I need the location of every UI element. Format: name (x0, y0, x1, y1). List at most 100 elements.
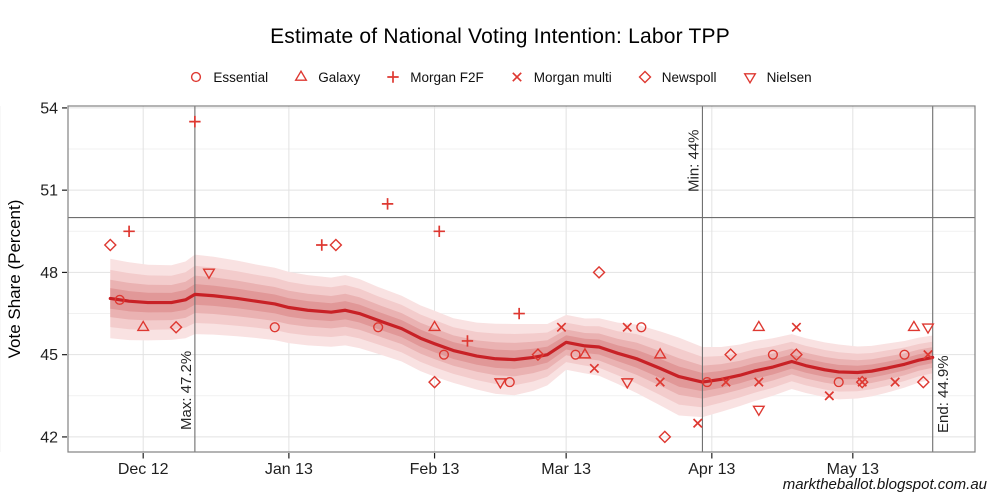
chart-title: Estimate of National Voting Intention: L… (270, 25, 730, 48)
data-point-marker (789, 348, 803, 362)
data-point-marker (461, 335, 474, 347)
legend-label: Nielsen (766, 69, 812, 85)
data-point-marker (191, 71, 202, 83)
data-point-marker (316, 239, 328, 251)
data-point-marker (531, 348, 545, 362)
data-point-marker (114, 294, 125, 305)
legend-label: Newspoll (661, 69, 717, 85)
data-point-marker (511, 72, 522, 82)
x-axis-tick-label: May 13 (827, 461, 880, 478)
data-point-marker (592, 265, 606, 279)
legend-item-morgan-multi: Morgan multi (509, 69, 612, 85)
legend-item-newspoll: Newspoll (637, 69, 717, 85)
data-point-marker (103, 238, 117, 252)
data-point-marker (513, 307, 525, 320)
series-essential (114, 294, 910, 388)
y-axis-tick-label: 51 (40, 183, 58, 200)
data-point-marker (658, 430, 672, 444)
data-point-marker (123, 225, 135, 237)
data-point-marker (438, 349, 450, 360)
data-point-marker (702, 376, 713, 388)
x-axis-tick-label: Mar 13 (541, 461, 591, 478)
data-point-marker (556, 322, 567, 333)
y-axis-tick-label: 42 (40, 429, 58, 446)
data-point-marker (589, 363, 600, 374)
data-point-marker (373, 322, 384, 333)
circle-marker-icon (191, 71, 202, 83)
diamond-marker-icon (638, 70, 652, 84)
legend-label: Morgan F2F (410, 69, 484, 85)
data-point-marker (743, 73, 757, 85)
series-nielsen (202, 268, 935, 417)
triangle-up-marker-icon (294, 69, 308, 81)
data-point-marker (189, 115, 201, 128)
data-point-marker (636, 322, 647, 333)
data-point-marker (890, 377, 900, 387)
data-point-marker (428, 375, 442, 389)
data-point-marker (329, 238, 343, 252)
data-point-marker (570, 349, 581, 360)
x-marker-icon (511, 72, 522, 82)
legend-item-nielsen: Nielsen (742, 69, 812, 85)
data-point-marker (833, 376, 844, 388)
data-point-marker (916, 375, 930, 389)
data-point-marker (493, 378, 507, 390)
data-point-marker (202, 268, 216, 280)
data-point-marker (428, 320, 442, 332)
data-point-marker (923, 349, 933, 360)
data-point-marker (752, 320, 766, 332)
data-point-marker (655, 377, 665, 387)
data-point-marker (824, 390, 835, 401)
data-point-marker (653, 347, 667, 359)
data-point-marker (169, 320, 183, 334)
data-point-marker (692, 418, 703, 429)
series-galaxy (136, 320, 921, 359)
y-axis-tick-label: 45 (40, 347, 58, 364)
plus-marker-icon (387, 71, 399, 83)
data-point-marker (578, 347, 592, 359)
data-point-marker (752, 405, 766, 417)
trend-line (108, 292, 935, 384)
legend: Essential Galaxy Morgan F2F Morgan multi New… (0, 69, 1000, 85)
x-axis-tick-label: Dec 12 (118, 461, 169, 478)
legend-item-galaxy: Galaxy (293, 69, 360, 85)
data-point-marker (855, 375, 869, 389)
series-newspoll (103, 238, 930, 444)
y-axis-tick-label: 54 (40, 100, 58, 117)
data-point-marker (294, 69, 308, 81)
data-point-marker (724, 348, 738, 362)
data-point-marker (381, 198, 394, 210)
data-point-marker (387, 71, 399, 83)
annotation-label: Max: 47.2% (178, 351, 195, 430)
data-point-marker (638, 70, 652, 84)
data-point-marker (921, 323, 935, 335)
data-point-marker (767, 349, 779, 360)
data-point-marker (791, 322, 802, 333)
y-axis-label: Vote Share (Percent) (5, 200, 24, 359)
legend-label: Essential (213, 69, 269, 85)
x-axis-tick-label: Jan 13 (265, 461, 313, 478)
data-point-marker (754, 377, 764, 387)
data-point-marker (504, 376, 515, 388)
data-point-marker (899, 349, 910, 360)
x-axis-tick-label: Apr 13 (688, 461, 735, 478)
data-point-marker (269, 322, 280, 333)
data-point-marker (721, 377, 731, 387)
series-morgan-multi (556, 322, 933, 429)
legend-item-essential: Essential (188, 69, 268, 85)
annotation-label: Min: 44% (685, 129, 702, 192)
legend-label: Galaxy (318, 69, 361, 85)
panel-border (67, 105, 976, 453)
data-point-marker (622, 322, 633, 333)
data-point-marker (433, 225, 445, 237)
y-axis-tick-label: 48 (40, 265, 58, 282)
data-point-marker (136, 320, 150, 332)
watermark: marktheballot.blogspot.com.au (782, 476, 987, 493)
triangle-down-marker-icon (743, 73, 757, 85)
legend-item-morgan-f2f: Morgan F2F (385, 69, 484, 85)
data-point-marker (620, 378, 634, 390)
annotation-label: End: 44.9% (935, 355, 952, 433)
series-morgan-f2f (123, 115, 525, 347)
